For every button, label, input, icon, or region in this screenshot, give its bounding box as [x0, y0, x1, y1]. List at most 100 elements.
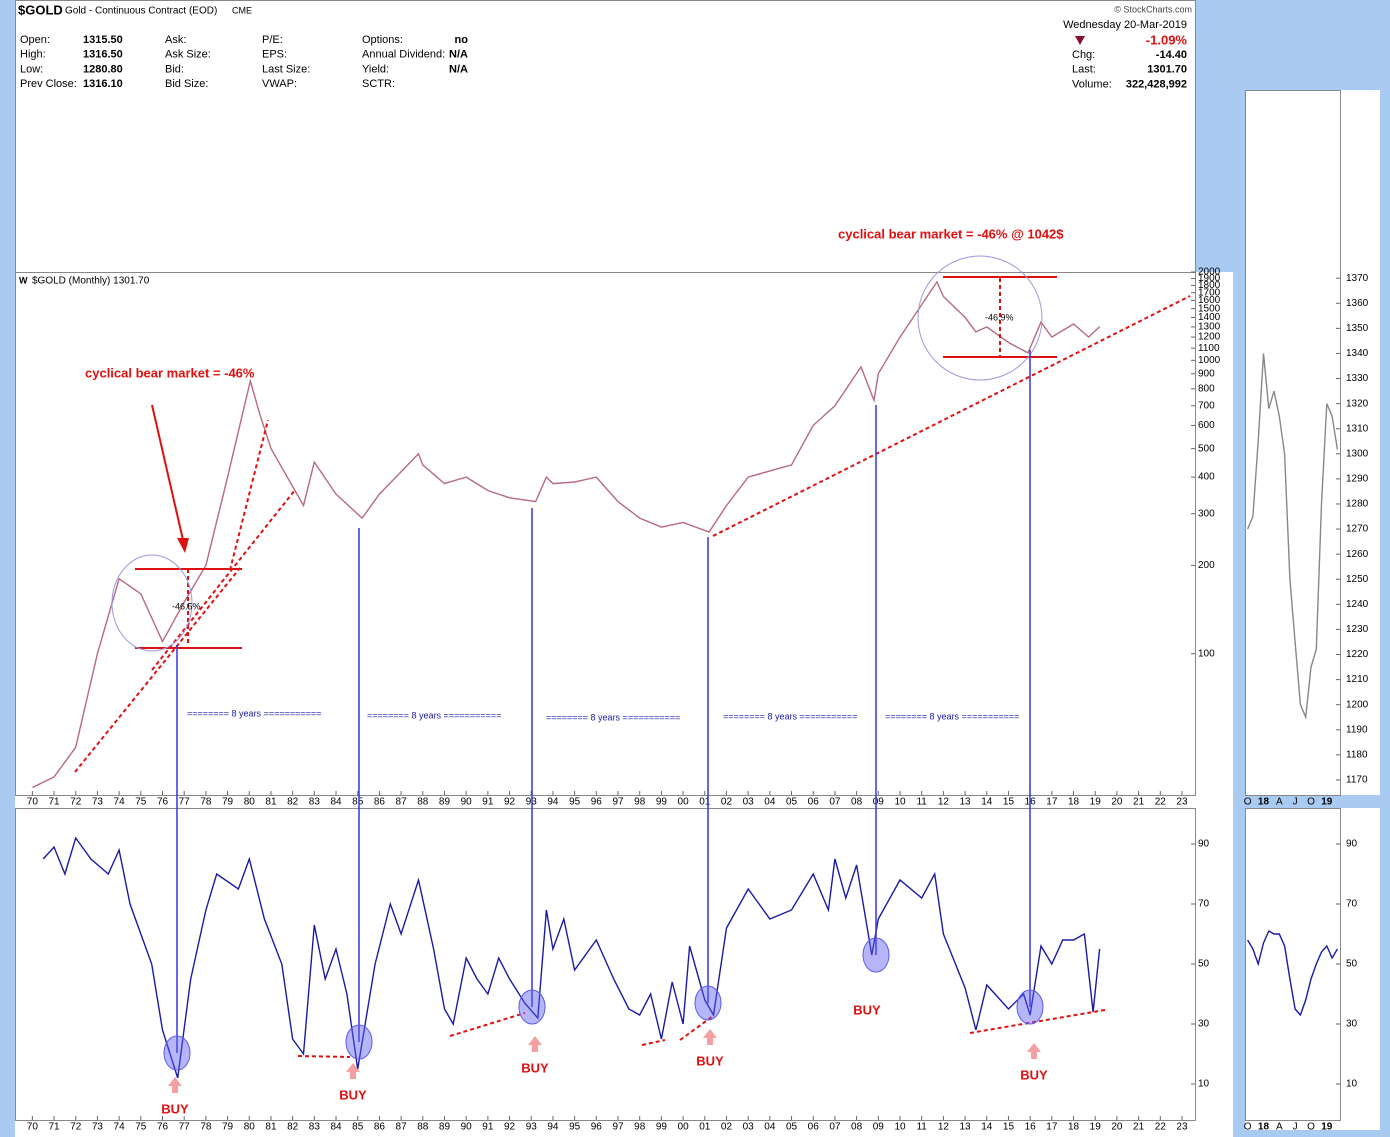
x-tick-label: 90 [461, 1122, 473, 1133]
x-tick-label: 23 [1176, 797, 1188, 808]
field-label: Options: [362, 34, 403, 46]
price-line [1246, 930, 1339, 1017]
x-tick-label: J [1293, 797, 1298, 808]
x-tick-label: 14 [981, 797, 993, 808]
x-tick-label: 07 [829, 1122, 841, 1133]
x-tick-label: 71 [48, 1122, 60, 1133]
panel-frame [15, 272, 1196, 796]
y-tick-label: 1300 [1346, 448, 1369, 459]
field-value: N/A [449, 63, 468, 75]
field-value: 1301.70 [1147, 64, 1187, 76]
field-label: Ask Size: [165, 49, 211, 61]
field-label: Low: [20, 63, 43, 75]
x-tick-label: 10 [894, 797, 906, 808]
y-tick-label: 800 [1198, 383, 1215, 394]
highlight-circle [111, 554, 193, 652]
field-label: VWAP: [262, 78, 297, 90]
y-tick-label: 500 [1198, 443, 1215, 454]
buy-label: BUY [1020, 1067, 1048, 1082]
x-tick-label: 04 [764, 1122, 776, 1133]
x-tick-label: 01 [699, 1122, 711, 1133]
field-value: -14.40 [1156, 49, 1187, 61]
x-tick-label: 94 [547, 1122, 559, 1133]
panel-frame [1245, 90, 1341, 796]
price-line [32, 280, 1101, 789]
y-tick-label: 70 [1198, 899, 1210, 910]
y-tick-label: 10 [1198, 1079, 1210, 1090]
x-tick-label: 17 [1046, 1122, 1058, 1133]
signal-circle [1016, 989, 1044, 1025]
x-tick-label: 11 [916, 1122, 927, 1133]
x-tick-label: 19 [1321, 1122, 1333, 1133]
series-label: $GOLD (Monthly) 1301.70 [32, 276, 150, 287]
x-tick-label: 75 [135, 797, 147, 808]
annotation: ======== 8 years =========== [546, 712, 680, 722]
x-tick-label: 08 [851, 1122, 863, 1133]
x-tick-label: 05 [786, 1122, 798, 1133]
x-tick-label: 19 [1090, 1122, 1102, 1133]
y-tick-label: 1210 [1346, 674, 1369, 685]
pointer-head [177, 538, 189, 553]
x-tick-label: 16 [1025, 1122, 1037, 1133]
y-tick-label: 1900 [1198, 273, 1221, 284]
x-tick-label: 18 [1068, 1122, 1080, 1133]
field-label: Prev Close: [20, 78, 77, 90]
x-tick-label: 08 [851, 797, 863, 808]
exchange: CME [232, 5, 252, 15]
x-tick-label: 85 [352, 797, 364, 808]
y-tick-label: 1250 [1346, 574, 1369, 585]
field-label: Ask: [165, 34, 186, 46]
x-tick-label: 17 [1046, 797, 1058, 808]
x-tick-label: 83 [309, 1122, 321, 1133]
x-tick-label: 92 [504, 1122, 516, 1133]
down-arrow [1075, 36, 1085, 45]
buy-label: BUY [339, 1087, 367, 1102]
x-tick-label: 98 [634, 1122, 646, 1133]
field-value: no [455, 34, 469, 46]
x-tick-label: 94 [547, 797, 559, 808]
x-tick-label: 87 [396, 1122, 408, 1133]
annotation: ======== 8 years =========== [885, 711, 1019, 721]
x-tick-label: 18 [1258, 797, 1270, 808]
x-tick-label: 76 [157, 797, 169, 808]
x-tick-label: 82 [287, 797, 299, 808]
x-tick-label: 73 [92, 797, 104, 808]
x-tick-label: 22 [1155, 1122, 1167, 1133]
x-tick-label: O [1307, 797, 1315, 808]
side-background [1245, 90, 1380, 1130]
y-tick-label: 1240 [1346, 599, 1369, 610]
trend-line [229, 419, 269, 571]
signal-circle [518, 989, 546, 1025]
y-tick-label: 50 [1198, 959, 1210, 970]
x-tick-label: 11 [916, 797, 927, 808]
x-tick-label: 09 [873, 797, 885, 808]
y-tick-label: 90 [1346, 839, 1358, 850]
y-tick-label: 1360 [1346, 298, 1369, 309]
x-tick-label: 89 [439, 797, 451, 808]
x-tick-label: 19 [1321, 797, 1333, 808]
field-label: Last Size: [262, 63, 310, 75]
y-tick-label: 1700 [1198, 287, 1221, 298]
x-tick-label: 07 [829, 797, 841, 808]
buy-arrow [346, 1063, 360, 1079]
x-tick-label: 72 [70, 797, 82, 808]
x-tick-label: 06 [808, 797, 820, 808]
x-tick-label: 77 [179, 1122, 191, 1133]
panel-frame [15, 808, 1196, 1121]
price-line [1246, 353, 1339, 720]
field-label: Yield: [362, 63, 389, 75]
field-label: Chg: [1072, 49, 1095, 61]
x-tick-label: 23 [1176, 1122, 1188, 1133]
x-tick-label: 22 [1155, 797, 1167, 808]
price-line [42, 836, 1101, 1079]
x-tick-label: 80 [244, 797, 256, 808]
x-tick-label: O [1307, 1122, 1315, 1133]
y-tick-label: 1230 [1346, 624, 1369, 635]
y-tick-label: 1330 [1346, 373, 1369, 384]
x-tick-label: 96 [591, 1122, 603, 1133]
y-tick-label: 1260 [1346, 549, 1369, 560]
trend-line [712, 295, 1191, 537]
trend-line [641, 1039, 666, 1046]
x-tick-label: 02 [721, 797, 733, 808]
x-tick-label: 81 [265, 797, 277, 808]
